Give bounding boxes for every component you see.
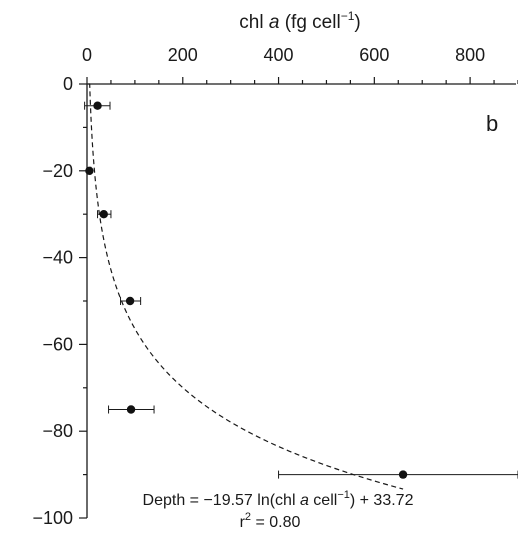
x-tick-label: 800 (455, 45, 485, 65)
y-ticks: 0 −20 −40 −60 −80 −100 (32, 74, 87, 528)
x-tick-label: 600 (359, 45, 389, 65)
y-tick-label: 0 (63, 74, 73, 94)
data-point (126, 405, 136, 414)
y-tick-label: −60 (42, 334, 73, 354)
data-point (398, 470, 408, 479)
panel-label: b (486, 111, 498, 136)
data-point (93, 101, 102, 110)
equation-annotation: Depth = −19.57 ln(chl a cell−1) + 33.72 (143, 489, 414, 509)
data-point (85, 166, 94, 175)
y-tick-label: −40 (42, 248, 73, 268)
x-axis-label: chl a (fg cell−1) (239, 9, 360, 33)
y-tick-label: −100 (32, 508, 73, 528)
x-tick-label: 200 (168, 45, 198, 65)
data-point (125, 296, 135, 306)
x-tick-label: 400 (264, 45, 294, 65)
y-tick-label: −80 (42, 421, 73, 441)
x-tick-label: 0 (82, 45, 92, 65)
y-tick-label: −20 (42, 161, 73, 181)
data-points (84, 101, 518, 479)
x-ticks: 0 200 400 600 800 (82, 45, 518, 84)
fit-curve (88, 83, 404, 490)
data-point (99, 210, 108, 219)
r-squared-annotation: r2 = 0.80 (240, 511, 301, 531)
